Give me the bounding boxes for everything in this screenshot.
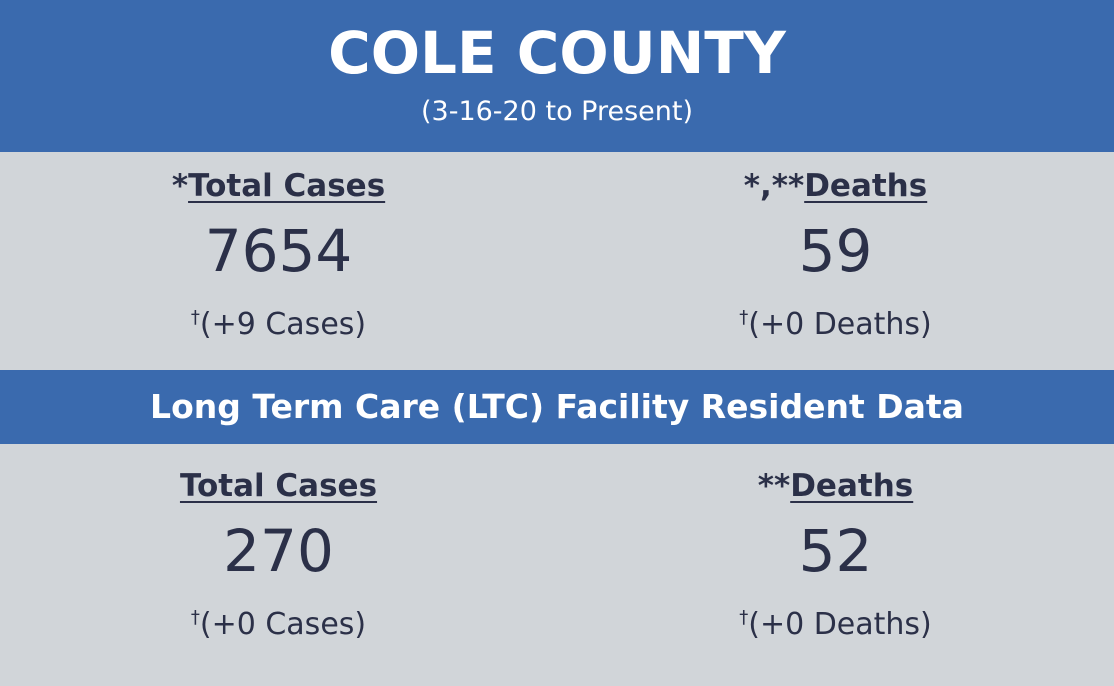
stat: *,**Deaths 59 †(+0 Deaths) <box>557 152 1114 370</box>
section-title: Long Term Care (LTC) Facility Resident D… <box>0 370 1114 444</box>
stat-label: *Total Cases <box>0 166 557 206</box>
stat-label: **Deaths <box>557 466 1114 506</box>
stat-change: †(+0 Deaths) <box>557 596 1114 647</box>
stat-value: 52 <box>798 517 873 585</box>
change-text: (+9 Cases) <box>199 307 367 342</box>
stat-value: 59 <box>798 217 873 285</box>
stat-label: *,**Deaths <box>557 166 1114 206</box>
stat-change: †(+0 Cases) <box>0 596 557 647</box>
header: COLE COUNTY (3-16-20 to Present) <box>0 0 1114 152</box>
stat-change: †(+9 Cases) <box>0 296 557 347</box>
footnote-marker: † <box>739 607 749 628</box>
title: COLE COUNTY <box>328 19 786 87</box>
stat-label: Total Cases <box>0 466 557 506</box>
section: Total Cases 270 †(+0 Cases) **Deaths 52 †(+0 … <box>0 444 1114 686</box>
label-text: Deaths <box>790 468 914 504</box>
stat: Total Cases 270 †(+0 Cases) <box>0 444 557 686</box>
change-text: (+0 Deaths) <box>748 607 932 642</box>
footnote-marker: *,** <box>743 168 805 204</box>
stat-change: †(+0 Deaths) <box>557 296 1114 347</box>
footnote-marker: ** <box>757 468 791 504</box>
stat-value: 270 <box>223 517 334 585</box>
change-text: (+0 Deaths) <box>748 307 932 342</box>
footnote-marker: † <box>190 307 200 328</box>
footnote-marker: * <box>171 168 189 204</box>
section: *Total Cases 7654 †(+9 Cases) *,**Deaths 59 †… <box>0 152 1114 370</box>
footnote-marker: † <box>739 307 749 328</box>
stat: *Total Cases 7654 †(+9 Cases) <box>0 152 557 370</box>
change-text: (+0 Cases) <box>199 607 367 642</box>
subtitle: (3-16-20 to Present) <box>420 96 694 127</box>
label-text: Total Cases <box>179 468 378 504</box>
label-text: Total Cases <box>188 168 386 204</box>
stat-value: 7654 <box>204 217 353 285</box>
label-text: Deaths <box>804 168 928 204</box>
stat: **Deaths 52 †(+0 Deaths) <box>557 444 1114 686</box>
footnote-marker: † <box>190 607 200 628</box>
